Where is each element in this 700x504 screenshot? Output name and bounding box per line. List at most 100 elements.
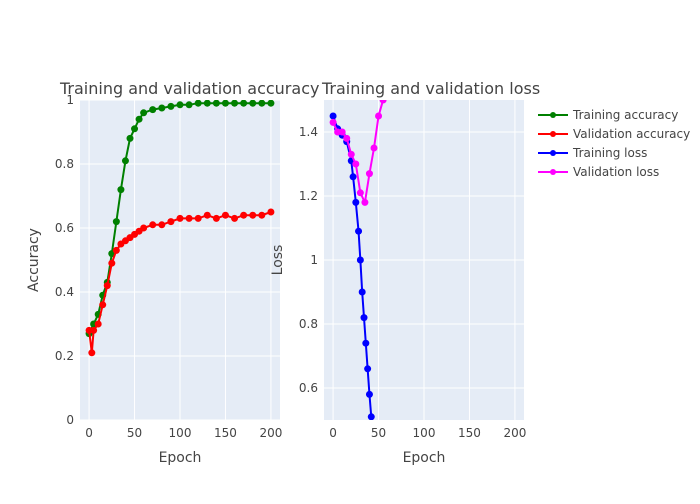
loss-gridlines bbox=[324, 100, 524, 420]
data-point-validation-accuracy[interactable] bbox=[221, 211, 229, 219]
data-point-validation-accuracy[interactable] bbox=[149, 221, 157, 229]
data-point-validation-accuracy[interactable] bbox=[240, 211, 248, 219]
x-tick-label: 200 bbox=[259, 426, 282, 440]
data-point-training-loss[interactable] bbox=[367, 413, 375, 420]
accuracy-title: Training and validation accuracy bbox=[59, 79, 319, 98]
data-point-validation-loss[interactable] bbox=[379, 97, 387, 104]
legend-label-validation-loss: Validation loss bbox=[573, 165, 659, 179]
legend-marker-training-accuracy bbox=[550, 112, 556, 118]
legend-item-training-accuracy[interactable]: Training accuracy bbox=[538, 108, 678, 122]
data-point-training-loss[interactable] bbox=[365, 390, 373, 398]
series-validation-accuracy bbox=[85, 208, 275, 357]
data-point-training-accuracy[interactable] bbox=[203, 100, 211, 107]
x-tick-label: 150 bbox=[214, 426, 237, 440]
data-point-training-accuracy[interactable] bbox=[158, 104, 166, 112]
accuracy-x-label: Epoch bbox=[159, 450, 202, 466]
data-point-validation-accuracy[interactable] bbox=[108, 259, 116, 267]
loss-title: Training and validation loss bbox=[321, 79, 540, 98]
data-point-validation-accuracy[interactable] bbox=[167, 218, 175, 226]
data-point-training-accuracy[interactable] bbox=[135, 115, 143, 123]
legend-marker-validation-loss bbox=[550, 169, 556, 175]
data-point-training-accuracy[interactable] bbox=[231, 100, 239, 107]
y-tick-label: 1.2 bbox=[299, 189, 318, 203]
data-point-training-accuracy[interactable] bbox=[267, 100, 275, 107]
data-point-training-accuracy[interactable] bbox=[212, 100, 220, 107]
data-point-validation-accuracy[interactable] bbox=[103, 282, 111, 290]
data-point-validation-loss[interactable] bbox=[365, 170, 373, 178]
data-point-training-loss[interactable] bbox=[358, 288, 366, 296]
data-point-training-accuracy[interactable] bbox=[126, 134, 134, 142]
data-point-validation-loss[interactable] bbox=[375, 112, 383, 120]
data-point-training-accuracy[interactable] bbox=[249, 100, 257, 107]
data-point-validation-accuracy[interactable] bbox=[194, 214, 202, 222]
data-point-validation-accuracy[interactable] bbox=[140, 224, 148, 232]
loss-y-label: Loss bbox=[270, 245, 286, 276]
legend-item-validation-loss[interactable]: Validation loss bbox=[538, 165, 659, 179]
y-tick-label: 1 bbox=[310, 253, 318, 267]
data-point-training-loss[interactable] bbox=[360, 314, 368, 322]
x-tick-label: 100 bbox=[413, 426, 436, 440]
data-point-validation-accuracy[interactable] bbox=[176, 214, 184, 222]
data-point-training-loss[interactable] bbox=[349, 173, 357, 181]
x-tick-label: 0 bbox=[85, 426, 93, 440]
data-point-validation-accuracy[interactable] bbox=[158, 221, 166, 229]
data-point-validation-loss[interactable] bbox=[329, 118, 337, 126]
data-point-validation-accuracy[interactable] bbox=[258, 211, 266, 219]
data-point-training-loss[interactable] bbox=[355, 227, 363, 235]
data-point-validation-accuracy[interactable] bbox=[231, 214, 239, 222]
data-point-validation-loss[interactable] bbox=[347, 150, 355, 158]
x-tick-label: 150 bbox=[458, 426, 481, 440]
data-point-training-accuracy[interactable] bbox=[140, 109, 148, 117]
legend: Training accuracy Validation accuracy Tr… bbox=[538, 108, 690, 179]
accuracy-tick-labels: 0 50 100 150 200 0 0.2 0.4 0.6 0.8 1 bbox=[55, 93, 282, 440]
data-point-validation-accuracy[interactable] bbox=[249, 211, 257, 219]
data-point-validation-accuracy[interactable] bbox=[90, 326, 98, 334]
loss-series bbox=[329, 97, 387, 420]
x-tick-label: 0 bbox=[329, 426, 337, 440]
y-tick-label: 0.6 bbox=[55, 221, 74, 235]
data-point-training-loss[interactable] bbox=[362, 339, 370, 347]
legend-item-validation-accuracy[interactable]: Validation accuracy bbox=[538, 127, 690, 141]
data-point-training-accuracy[interactable] bbox=[176, 101, 184, 109]
data-point-validation-loss[interactable] bbox=[370, 144, 378, 152]
legend-item-training-loss[interactable]: Training loss bbox=[538, 146, 647, 160]
data-point-validation-accuracy[interactable] bbox=[203, 211, 211, 219]
data-point-training-accuracy[interactable] bbox=[221, 100, 229, 107]
data-point-validation-accuracy[interactable] bbox=[88, 349, 96, 357]
data-point-training-accuracy[interactable] bbox=[185, 101, 193, 109]
data-point-validation-loss[interactable] bbox=[352, 160, 360, 168]
accuracy-series bbox=[85, 100, 275, 357]
data-point-training-accuracy[interactable] bbox=[149, 106, 157, 114]
data-point-training-accuracy[interactable] bbox=[131, 125, 139, 133]
accuracy-plot: 0 50 100 150 200 0 0.2 0.4 0.6 0.8 1 Training and … bbox=[26, 79, 319, 466]
loss-plot: 0 50 100 150 200 0.6 0.8 1 1.2 1.4 Training and v… bbox=[270, 79, 540, 466]
data-point-validation-accuracy[interactable] bbox=[112, 246, 120, 254]
data-point-validation-loss[interactable] bbox=[338, 128, 346, 136]
data-point-validation-loss[interactable] bbox=[343, 134, 351, 142]
data-point-validation-accuracy[interactable] bbox=[185, 214, 193, 222]
loss-x-label: Epoch bbox=[403, 450, 446, 466]
data-point-training-accuracy[interactable] bbox=[117, 186, 125, 194]
y-tick-label: 1 bbox=[66, 93, 74, 107]
y-tick-label: 0.4 bbox=[55, 285, 74, 299]
data-point-training-loss[interactable] bbox=[352, 198, 360, 206]
series-validation-loss bbox=[329, 97, 387, 206]
legend-label-validation-accuracy: Validation accuracy bbox=[573, 127, 690, 141]
data-point-validation-loss[interactable] bbox=[361, 198, 369, 206]
data-point-training-accuracy[interactable] bbox=[258, 100, 266, 107]
data-point-training-accuracy[interactable] bbox=[121, 157, 129, 165]
data-point-training-loss[interactable] bbox=[329, 112, 337, 120]
data-point-training-accuracy[interactable] bbox=[240, 100, 248, 107]
data-point-training-accuracy[interactable] bbox=[112, 218, 120, 226]
y-tick-label: 0 bbox=[66, 413, 74, 427]
data-point-validation-loss[interactable] bbox=[356, 189, 364, 197]
data-point-validation-accuracy[interactable] bbox=[212, 214, 220, 222]
data-point-validation-accuracy[interactable] bbox=[94, 320, 102, 328]
data-point-training-loss[interactable] bbox=[364, 365, 372, 373]
data-point-training-accuracy[interactable] bbox=[194, 100, 202, 107]
data-point-validation-accuracy[interactable] bbox=[267, 208, 275, 216]
data-point-training-loss[interactable] bbox=[356, 256, 364, 264]
data-point-training-accuracy[interactable] bbox=[167, 102, 175, 110]
data-point-validation-accuracy[interactable] bbox=[99, 301, 107, 309]
